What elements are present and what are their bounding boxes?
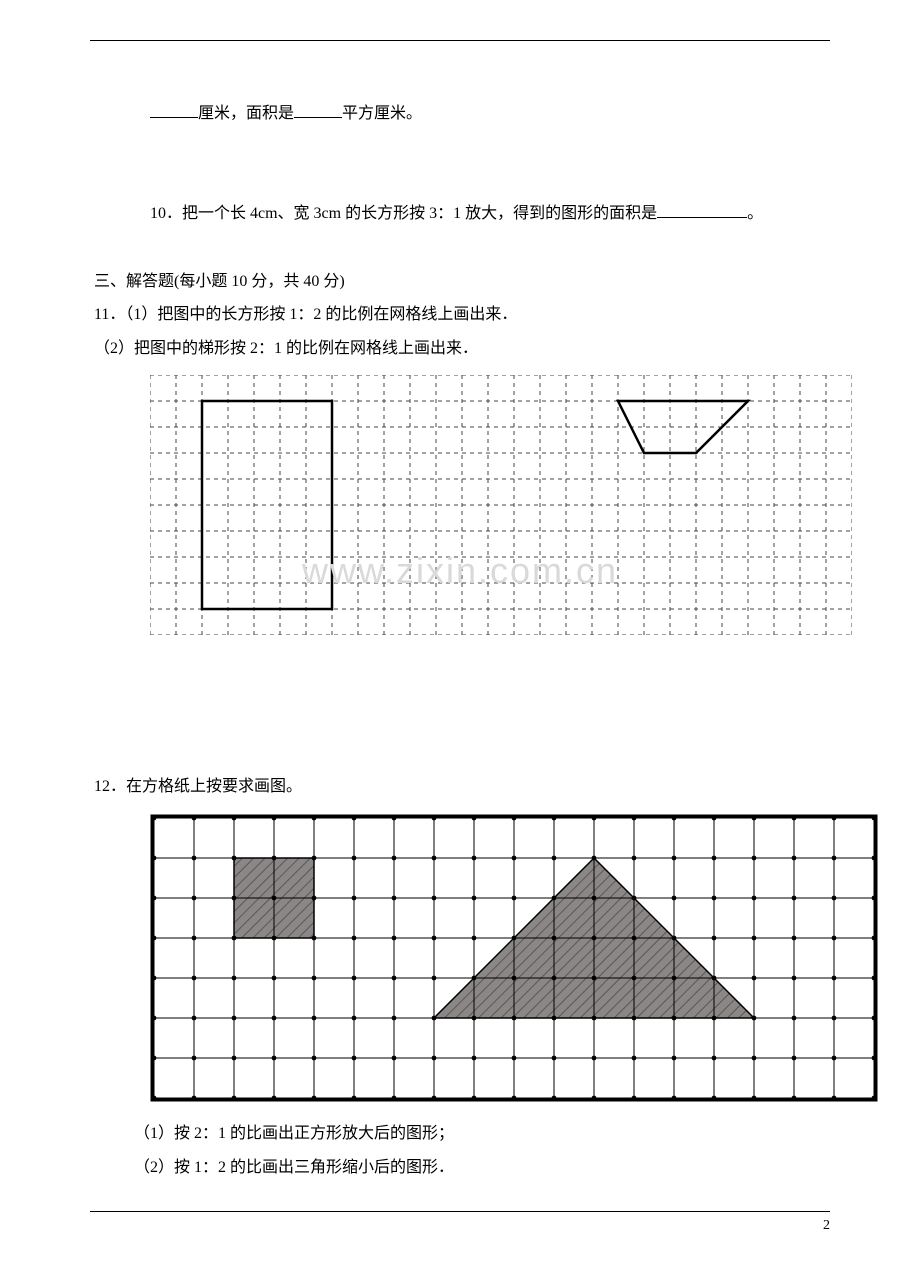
top-rule [90, 40, 830, 41]
page-number: 2 [823, 1218, 830, 1233]
line-q11-1: 11．（1）把图中的长方形按 1：2 的比例在网格线上画出来． [90, 298, 830, 332]
line-q12: 12．在方格纸上按要求画图。 [90, 770, 830, 804]
line-fill-1: 厘米，面积是 平方厘米。 [90, 63, 830, 164]
line-q10: 10．把一个长 4cm、宽 3cm 的长方形按 3：1 放大，得到的图形的面积是… [90, 164, 830, 265]
txt-l5: （2）把图中的梯形按 2：1 的比例在网格线上画出来． [94, 340, 478, 357]
figure-grid-2 [150, 814, 830, 1107]
blank-q10 [657, 201, 747, 218]
fig2-svg [150, 814, 878, 1102]
page-footer: 2 [90, 1211, 830, 1234]
txt-l4: 11．（1）把图中的长方形按 1：2 的比例在网格线上画出来． [94, 306, 517, 323]
line-q11-2: （2）把图中的梯形按 2：1 的比例在网格线上画出来． [90, 332, 830, 366]
spacer [90, 650, 830, 770]
txt-l1-mid: 厘米，面积是 [198, 105, 294, 122]
txt-l8: （2）按 1：2 的比画出三角形缩小后的图形． [134, 1159, 454, 1176]
txt-l1-end: 平方厘米。 [342, 105, 422, 122]
txt-l3: 三、解答题(每小题 10 分，共 40 分) [94, 273, 345, 290]
txt-l2-end: 。 [747, 205, 763, 222]
line-section3: 三、解答题(每小题 10 分，共 40 分) [90, 265, 830, 299]
txt-l7: （1）按 2：1 的比画出正方形放大后的图形； [134, 1125, 454, 1142]
line-q12-2: （2）按 1：2 的比画出三角形缩小后的图形． [90, 1151, 830, 1185]
watermark: www.zixin.com.cn [0, 550, 920, 592]
blank-perimeter [150, 101, 198, 118]
txt-l2: 10．把一个长 4cm、宽 3cm 的长方形按 3：1 放大，得到的图形的面积是 [150, 205, 657, 222]
txt-l6: 12．在方格纸上按要求画图。 [94, 778, 302, 795]
figure-grid-1 [150, 375, 830, 640]
blank-area [294, 101, 342, 118]
fig1-svg [150, 375, 852, 635]
page: 厘米，面积是 平方厘米。 10．把一个长 4cm、宽 3cm 的长方形按 3：1 … [0, 0, 920, 1274]
line-q12-1: （1）按 2：1 的比画出正方形放大后的图形； [90, 1117, 830, 1151]
